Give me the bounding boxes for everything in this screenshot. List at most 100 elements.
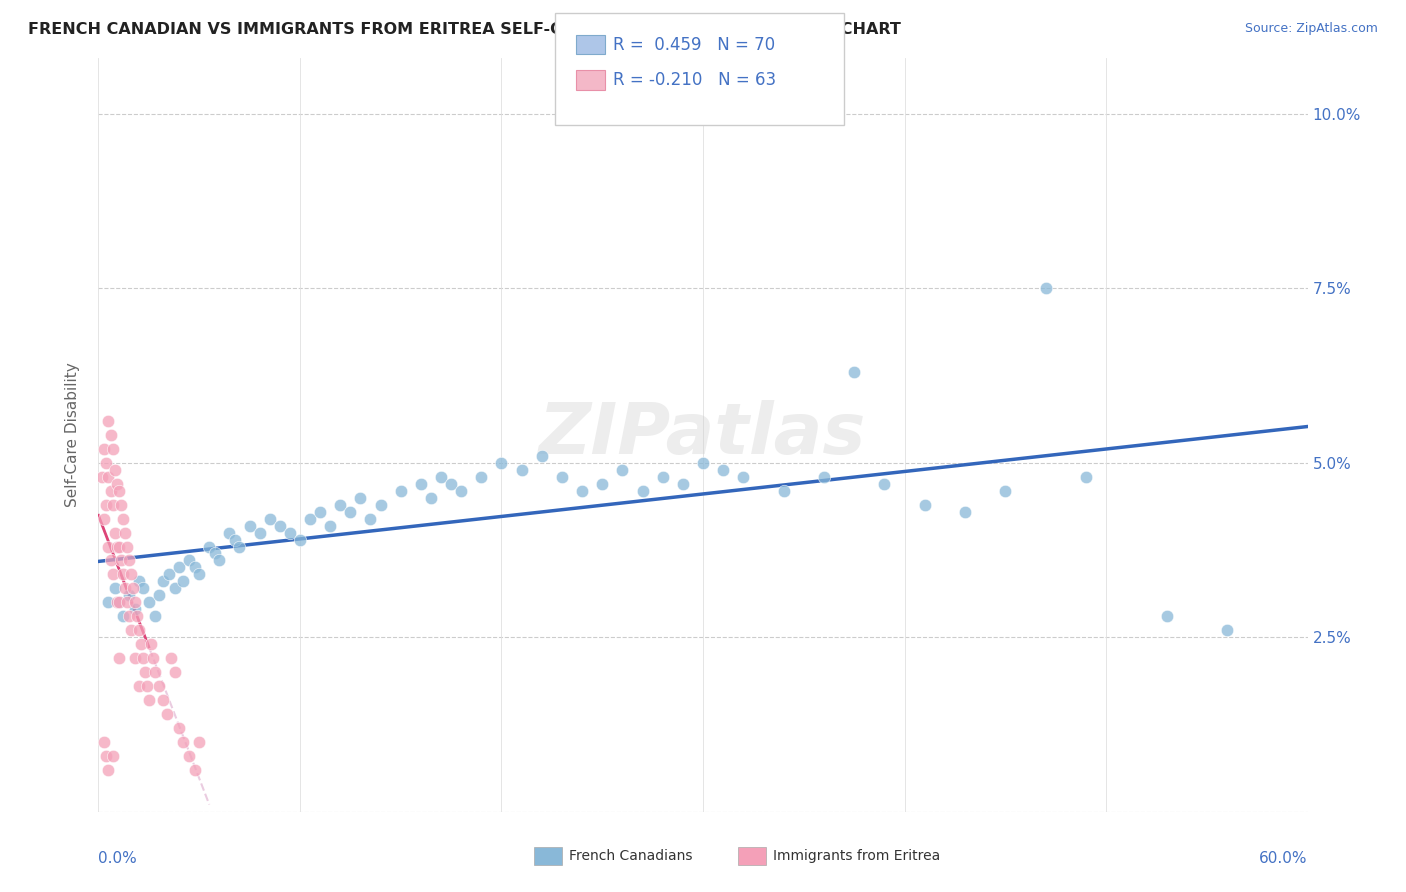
Text: 0.0%: 0.0%: [98, 851, 138, 865]
Point: [93, 511, 115, 525]
Point: [530, 449, 553, 463]
Point: [470, 469, 492, 483]
Point: [103, 582, 125, 596]
Point: [184, 763, 207, 777]
Point: [101, 748, 124, 763]
Point: [93, 735, 115, 749]
Point: [873, 476, 896, 491]
Point: [329, 498, 352, 512]
Point: [118, 553, 141, 567]
Point: [110, 553, 132, 567]
Point: [733, 469, 755, 483]
Point: [114, 525, 136, 540]
Point: [953, 505, 976, 519]
Point: [97, 414, 120, 428]
Point: [120, 567, 142, 582]
Point: [651, 469, 673, 483]
Point: [349, 491, 371, 505]
Point: [124, 595, 146, 609]
Point: [100, 553, 122, 567]
Point: [138, 595, 160, 609]
Point: [142, 651, 165, 665]
Point: [107, 483, 129, 498]
Point: [711, 463, 734, 477]
Text: 60.0%: 60.0%: [1260, 851, 1308, 865]
Point: [96, 748, 118, 763]
Point: [692, 456, 714, 470]
Point: [114, 582, 136, 596]
Point: [124, 651, 146, 665]
Point: [299, 511, 322, 525]
Point: [172, 574, 194, 589]
Point: [389, 483, 412, 498]
Point: [224, 533, 246, 547]
Text: Immigrants from Eritrea: Immigrants from Eritrea: [773, 849, 941, 863]
Point: [339, 505, 361, 519]
Point: [1216, 624, 1239, 638]
Point: [148, 588, 170, 602]
Point: [239, 518, 262, 533]
Point: [125, 609, 148, 624]
Point: [135, 679, 157, 693]
Point: [172, 735, 194, 749]
Point: [97, 469, 120, 483]
Point: [167, 560, 190, 574]
Point: [420, 491, 443, 505]
Point: [97, 540, 120, 554]
Text: R =  0.459   N = 70: R = 0.459 N = 70: [613, 36, 775, 54]
Point: [105, 595, 128, 609]
Point: [121, 582, 143, 596]
Point: [409, 476, 432, 491]
Point: [772, 483, 794, 498]
Point: [269, 518, 291, 533]
Point: [1074, 469, 1097, 483]
Point: [110, 498, 132, 512]
Point: [163, 665, 186, 680]
Point: [994, 483, 1017, 498]
Point: [105, 476, 128, 491]
Point: [163, 582, 186, 596]
Point: [157, 567, 180, 582]
Point: [124, 602, 146, 616]
Point: [101, 567, 124, 582]
Point: [1035, 281, 1057, 295]
Point: [139, 637, 162, 651]
Point: [100, 427, 122, 442]
Point: [115, 540, 138, 554]
Point: [148, 679, 170, 693]
Point: [360, 511, 382, 525]
Point: [184, 560, 207, 574]
Point: [631, 483, 654, 498]
Point: [204, 547, 226, 561]
Point: [259, 511, 281, 525]
Text: ZIPatlas: ZIPatlas: [540, 401, 866, 469]
Point: [143, 609, 166, 624]
Point: [118, 609, 141, 624]
Point: [167, 721, 190, 735]
Point: [430, 469, 453, 483]
Point: [188, 735, 211, 749]
Point: [93, 442, 115, 456]
Point: [100, 483, 122, 498]
Point: [107, 540, 129, 554]
Text: R = -0.210   N = 63: R = -0.210 N = 63: [613, 71, 776, 89]
Point: [288, 533, 311, 547]
Point: [143, 665, 166, 680]
Point: [440, 476, 463, 491]
Point: [591, 476, 613, 491]
Point: [571, 483, 593, 498]
Point: [228, 540, 250, 554]
Point: [914, 498, 936, 512]
Point: [111, 567, 134, 582]
Point: [188, 567, 211, 582]
Point: [208, 553, 231, 567]
Point: [128, 574, 150, 589]
Point: [844, 365, 866, 379]
Point: [120, 624, 142, 638]
Point: [115, 595, 138, 609]
Point: [107, 595, 129, 609]
Point: [97, 595, 120, 609]
Point: [96, 498, 118, 512]
Point: [179, 553, 201, 567]
Point: [111, 511, 134, 525]
